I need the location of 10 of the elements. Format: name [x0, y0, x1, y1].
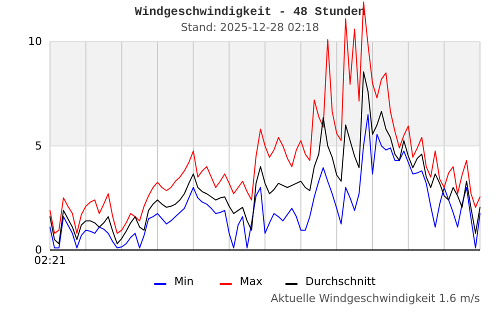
y-tick-label: 10: [28, 35, 42, 48]
text: Aktuelle Windgeschwindigkeit 1.6 m/s: [270, 292, 480, 305]
legend-label: Durchschnitt: [305, 274, 376, 288]
line-series: [50, 114, 480, 248]
legend-label: Max: [240, 274, 264, 288]
text: Stand: 2025-12-28 02:18: [180, 21, 320, 34]
legend-label: Min: [174, 274, 194, 288]
line-series: [50, 2, 480, 234]
line-series: [50, 71, 480, 244]
y-tick-label: 5: [35, 139, 42, 152]
